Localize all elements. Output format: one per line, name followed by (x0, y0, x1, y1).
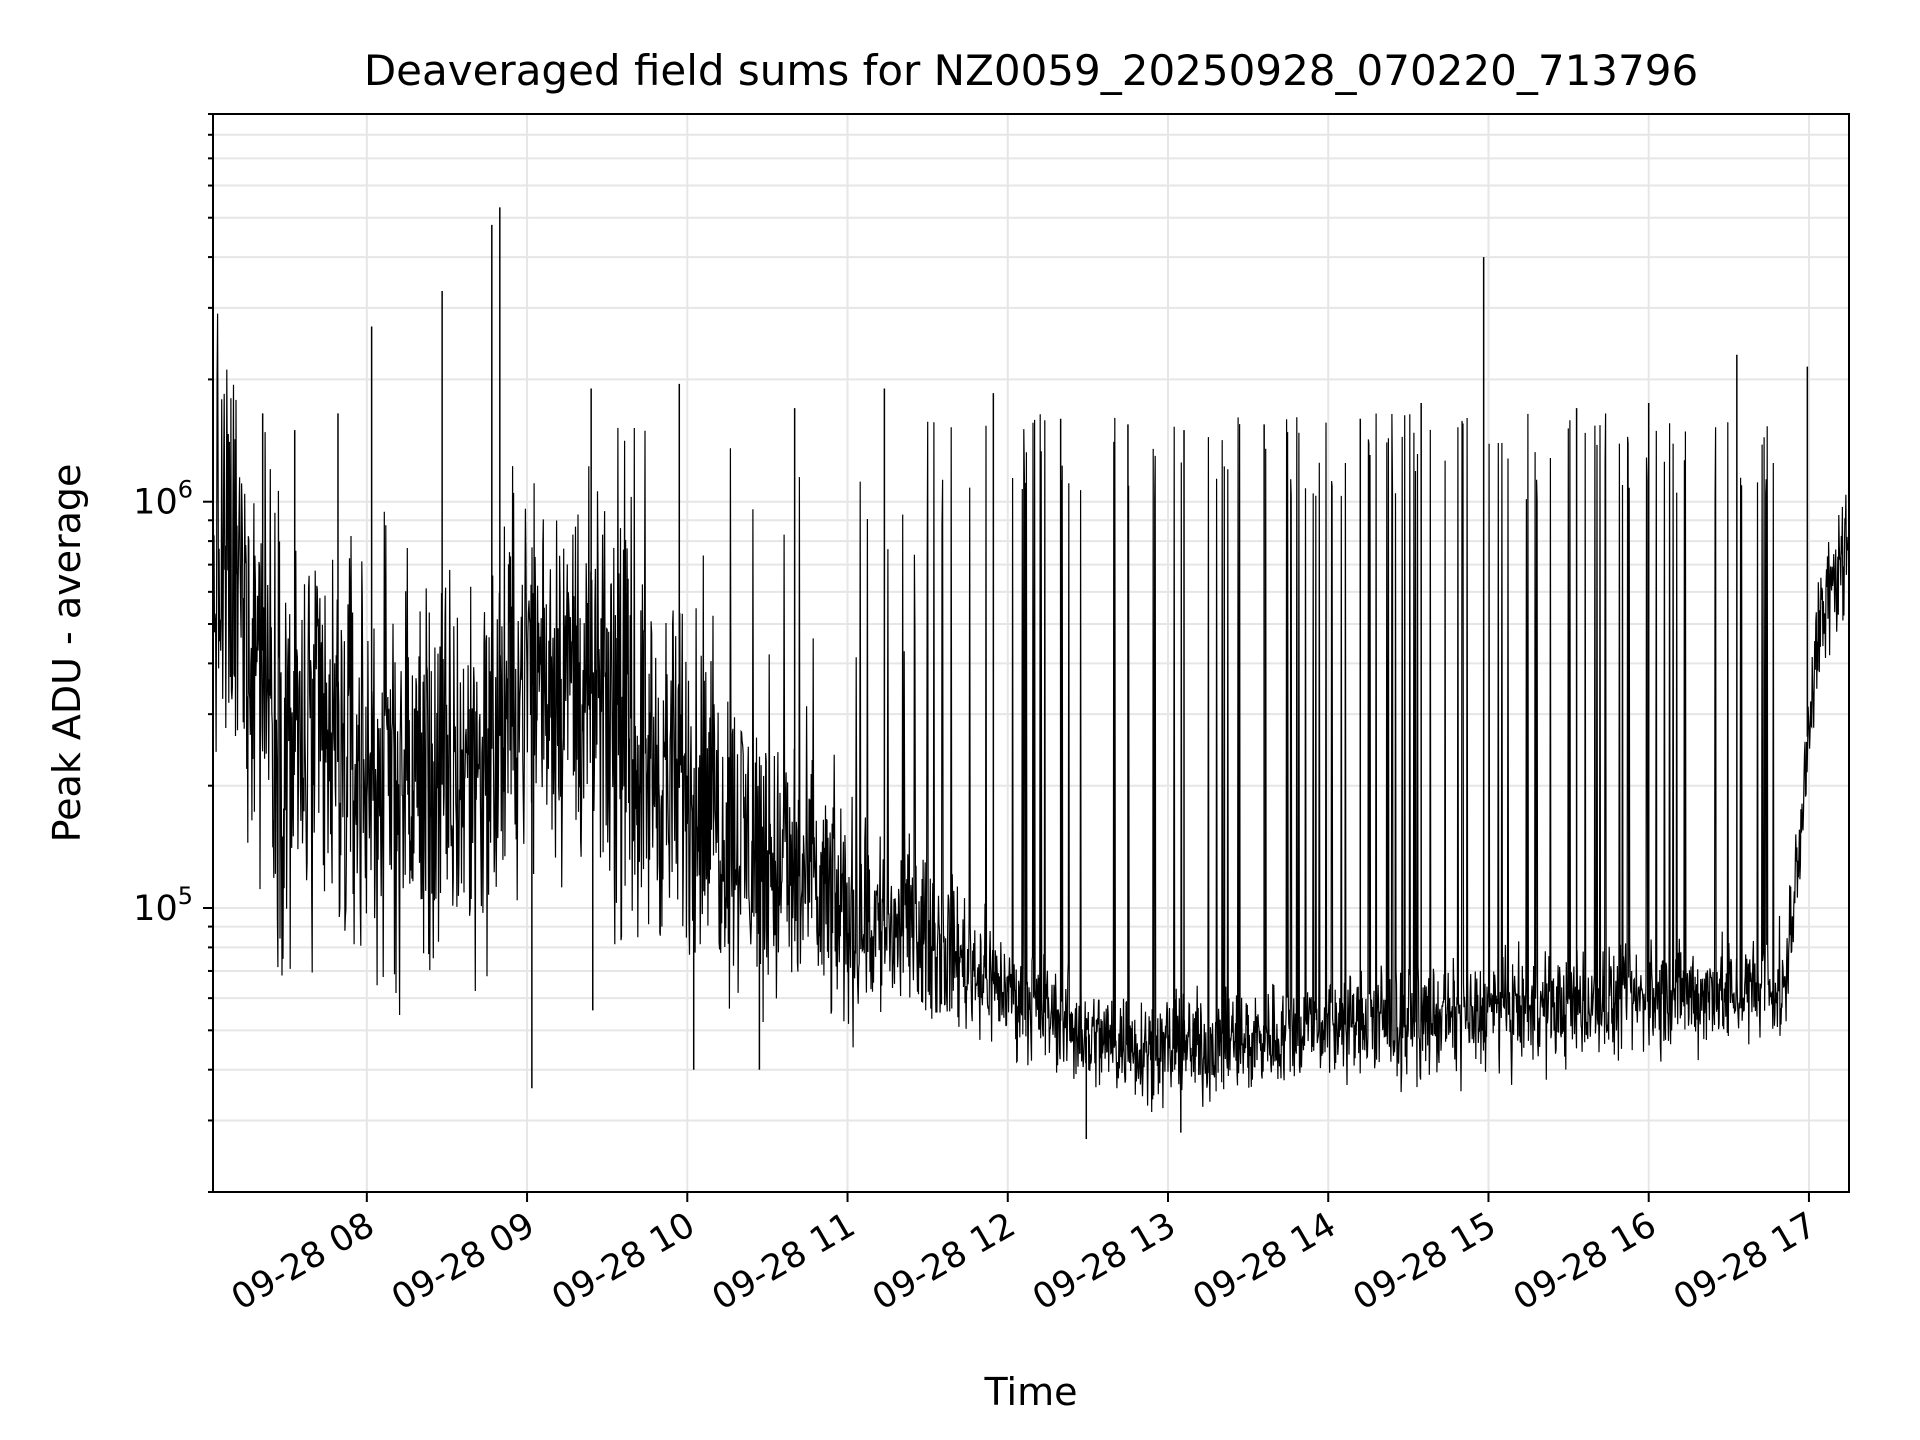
x-axis-label: Time (984, 1370, 1078, 1414)
y-axis-label: Peak ADU - average (45, 464, 89, 843)
y-tick-base: 10 (133, 889, 178, 929)
series-group (212, 207, 1850, 1140)
chart-title: Deaveraged field sums for NZ0059_2025092… (364, 46, 1698, 95)
y-tick-label: 106 (133, 476, 193, 523)
y-tick-exponent: 5 (178, 882, 193, 910)
plot-frame (212, 113, 1850, 1193)
y-tick-label: 105 (133, 882, 193, 929)
y-tick-exponent: 6 (178, 476, 193, 504)
series-line (212, 313, 1850, 1113)
y-tick-base: 10 (133, 483, 178, 523)
